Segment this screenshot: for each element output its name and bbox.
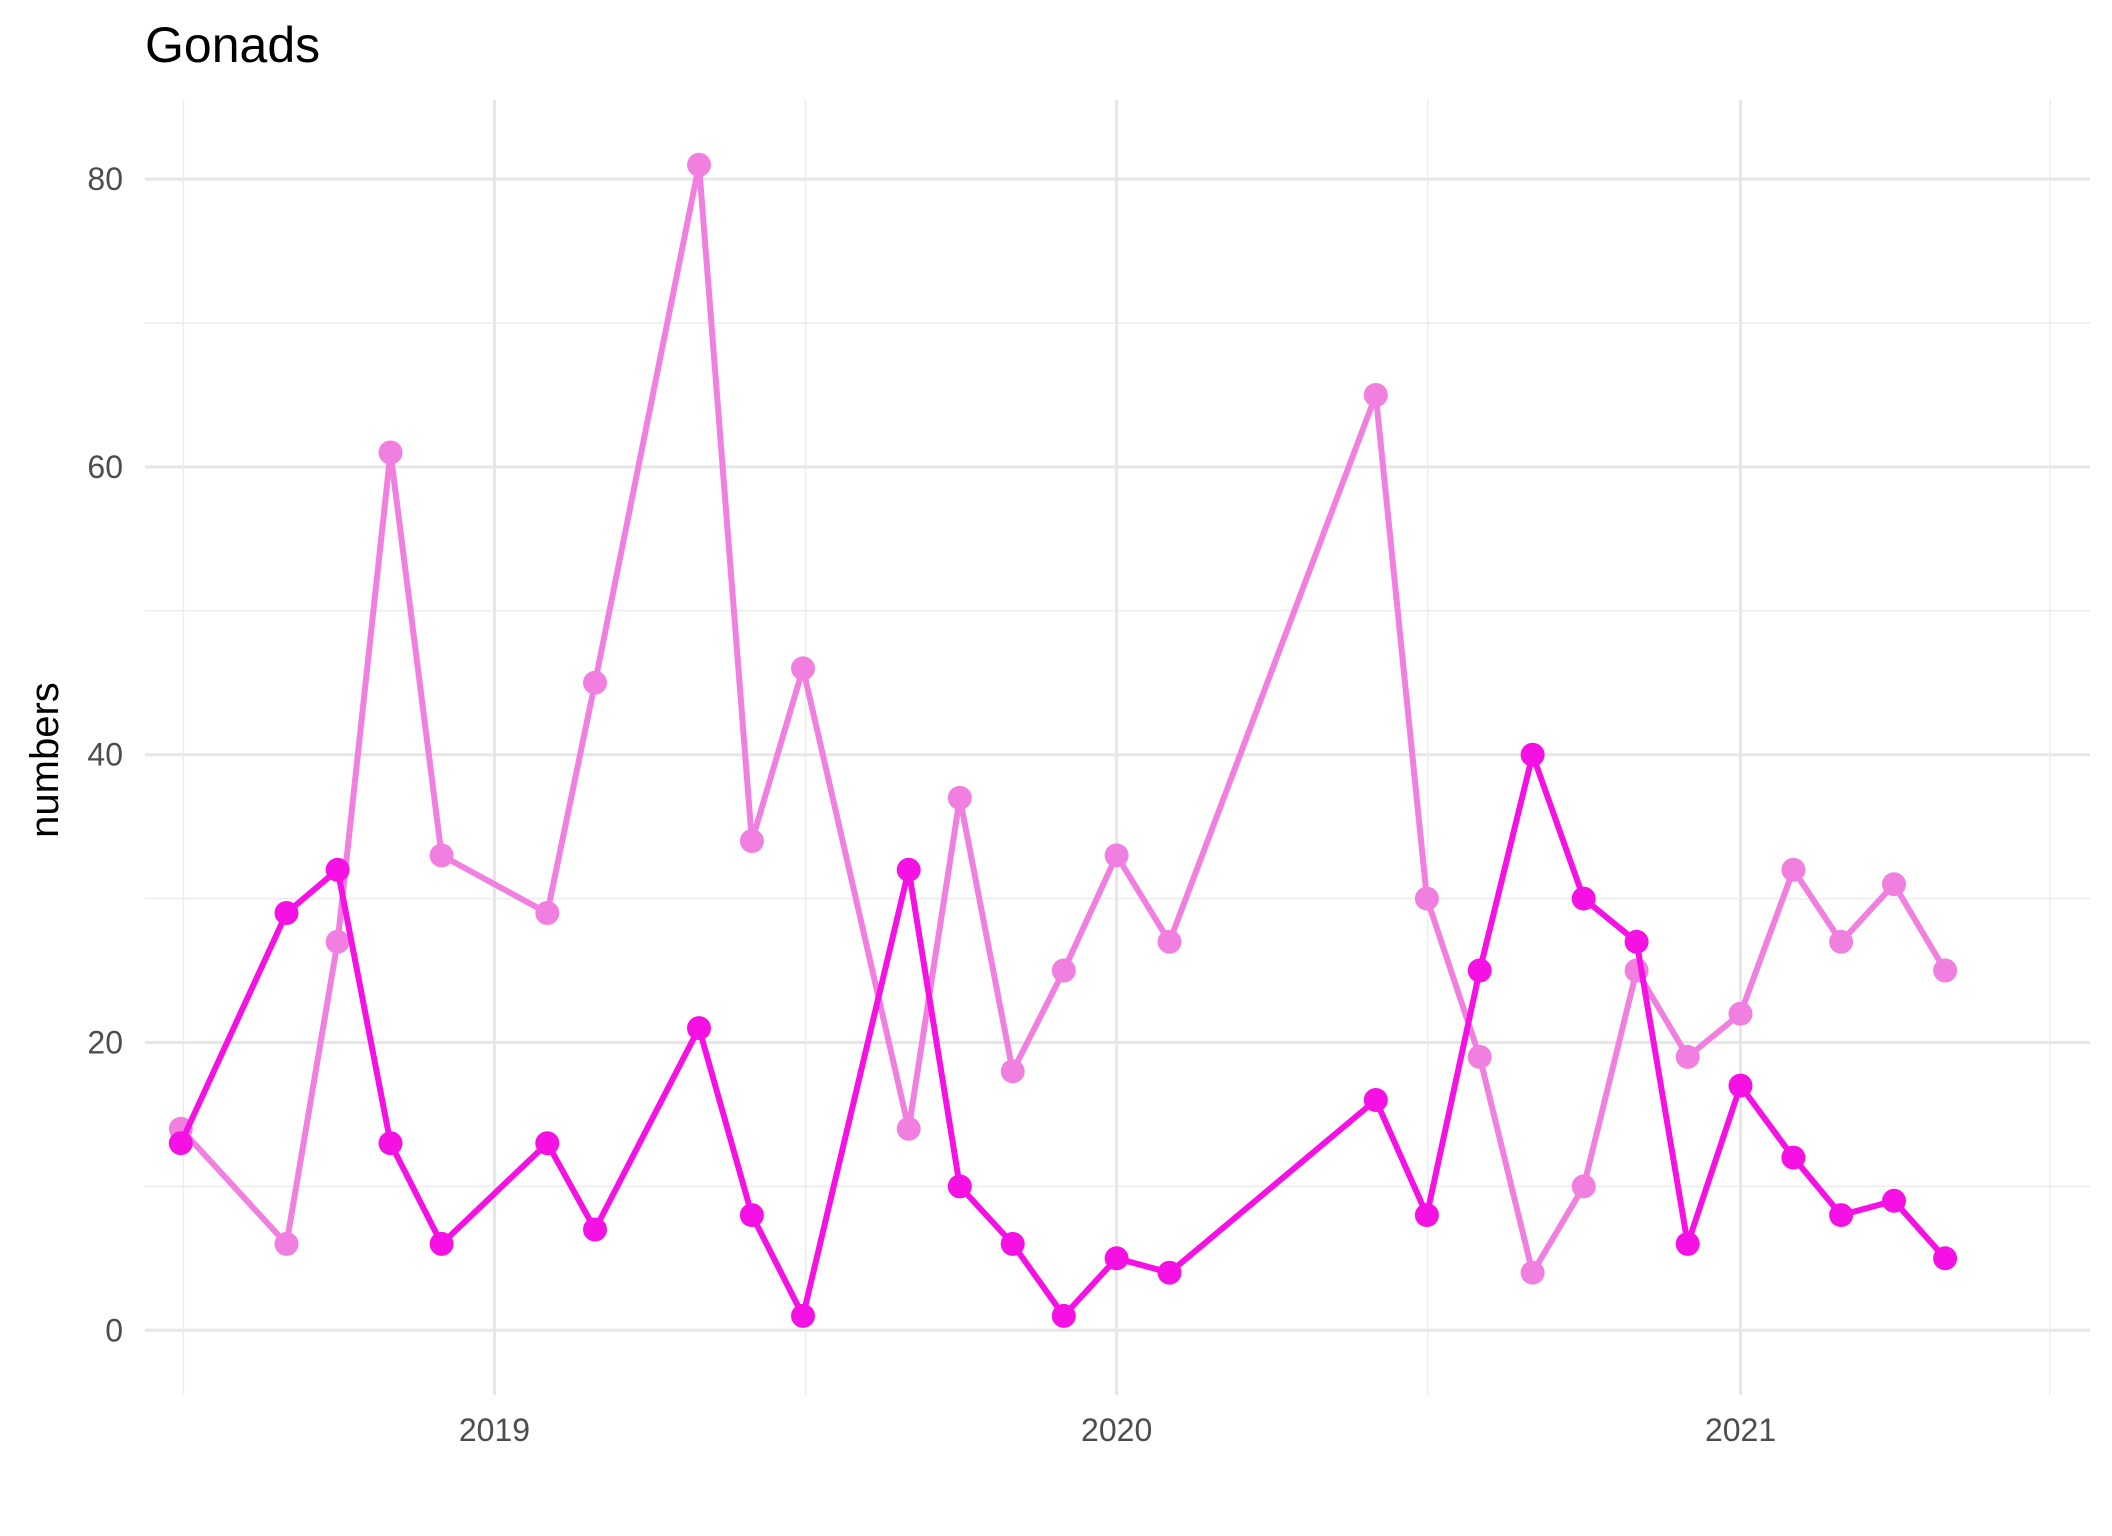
data-point (1000, 1059, 1025, 1084)
data-point (1414, 886, 1439, 911)
data-point (1675, 1044, 1700, 1069)
data-point (535, 901, 560, 925)
data-point (378, 1131, 403, 1156)
data-point (1157, 1260, 1182, 1285)
data-point (1363, 383, 1388, 407)
data-point (429, 843, 454, 868)
series-group (168, 152, 1958, 1328)
data-point (583, 1217, 607, 1242)
data-point (325, 857, 350, 882)
data-point (947, 785, 972, 810)
data-point (378, 440, 403, 465)
data-point (1675, 1231, 1700, 1256)
data-point (1520, 742, 1545, 767)
data-point (896, 1116, 921, 1141)
series-2 (168, 742, 1958, 1328)
y-tick-label: 0 (105, 1312, 123, 1348)
data-point (1829, 929, 1854, 954)
data-point (274, 901, 299, 925)
data-point (1363, 1088, 1388, 1112)
x-tick-label: 2021 (1705, 1412, 1776, 1448)
series-1 (168, 152, 1958, 1285)
data-point (1781, 1145, 1806, 1170)
data-point (168, 1131, 193, 1156)
data-point (274, 1231, 299, 1256)
y-axis-title: numbers (23, 682, 67, 838)
data-point (1051, 958, 1076, 983)
data-point (791, 656, 815, 681)
series-line (177, 751, 1949, 1319)
grid-lines (145, 100, 2090, 1395)
data-point (1829, 1203, 1854, 1228)
y-tick-label: 80 (87, 161, 123, 197)
data-point (1571, 1174, 1596, 1199)
data-point (1728, 1001, 1753, 1026)
data-point (687, 1016, 711, 1041)
data-point (1882, 872, 1906, 897)
data-point (1051, 1303, 1076, 1328)
data-point (1520, 1260, 1545, 1285)
data-point (1414, 1203, 1439, 1228)
data-point (1571, 886, 1596, 911)
data-point (1104, 1246, 1129, 1271)
chart-title: Gonads (145, 17, 320, 73)
series-line (177, 161, 1949, 1276)
data-point (583, 670, 607, 695)
data-point (739, 829, 764, 853)
axis-labels: 0 20 40 60 80 2019 2020 2021 (87, 161, 1776, 1448)
data-point (896, 857, 921, 882)
data-point (429, 1231, 454, 1256)
data-point (325, 929, 350, 954)
y-tick-label: 40 (87, 737, 123, 773)
data-point (1933, 958, 1958, 983)
x-tick-label: 2019 (459, 1412, 530, 1448)
x-tick-label: 2020 (1081, 1412, 1152, 1448)
data-point (1728, 1073, 1753, 1098)
data-point (947, 1174, 972, 1199)
data-point (1467, 1044, 1492, 1069)
data-point (1781, 857, 1806, 882)
data-point (739, 1203, 764, 1228)
data-point (1157, 929, 1182, 954)
data-point (535, 1131, 560, 1156)
y-tick-label: 20 (87, 1024, 123, 1060)
data-point (687, 152, 711, 177)
data-point (1624, 929, 1649, 954)
data-point (1467, 958, 1492, 983)
data-point (1104, 843, 1129, 868)
data-point (791, 1303, 815, 1328)
data-point (1000, 1231, 1025, 1256)
data-point (1882, 1188, 1906, 1213)
y-tick-label: 60 (87, 449, 123, 485)
data-point (1933, 1246, 1958, 1271)
